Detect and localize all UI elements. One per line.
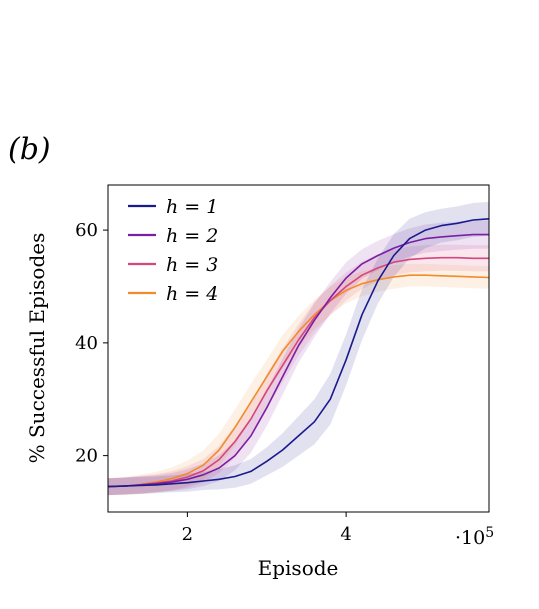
line-series-3 bbox=[107, 256, 489, 488]
x-scale-exponent: 5 bbox=[485, 525, 494, 541]
line-series-2 bbox=[107, 233, 489, 488]
series-lines bbox=[107, 218, 490, 488]
x-tick-label: 4 bbox=[340, 524, 351, 545]
band-series-3 bbox=[108, 244, 489, 496]
band-series-4 bbox=[108, 263, 489, 496]
x-axis-label: Episode bbox=[258, 556, 339, 580]
panel-label: (b) bbox=[8, 132, 51, 167]
x-scale-label: ·105 bbox=[455, 525, 494, 549]
line-series-1 bbox=[107, 218, 490, 488]
band-series-1 bbox=[108, 201, 489, 496]
y-tick-label: 60 bbox=[75, 220, 98, 241]
plot-frame bbox=[107, 184, 490, 513]
y-axis-label: % Successful Episodes bbox=[25, 233, 49, 464]
y-tick-label: 40 bbox=[75, 333, 98, 354]
legend-label-3: h = 3 bbox=[166, 254, 218, 276]
y-tick-label: 20 bbox=[75, 446, 98, 467]
band-series-2 bbox=[108, 220, 489, 496]
x-scale-base: ·10 bbox=[455, 527, 485, 549]
legend-label-2: h = 2 bbox=[166, 225, 218, 247]
legend-label-1: h = 1 bbox=[166, 196, 218, 218]
line-series-4 bbox=[107, 274, 490, 488]
axis-ticks: 2 4 20 40 60 bbox=[75, 220, 352, 545]
legend: h = 1 h = 2 h = 3 h = 4 bbox=[128, 196, 218, 305]
legend-label-4: h = 4 bbox=[166, 283, 218, 305]
x-tick-label: 2 bbox=[182, 524, 193, 545]
confidence-bands bbox=[108, 201, 489, 496]
